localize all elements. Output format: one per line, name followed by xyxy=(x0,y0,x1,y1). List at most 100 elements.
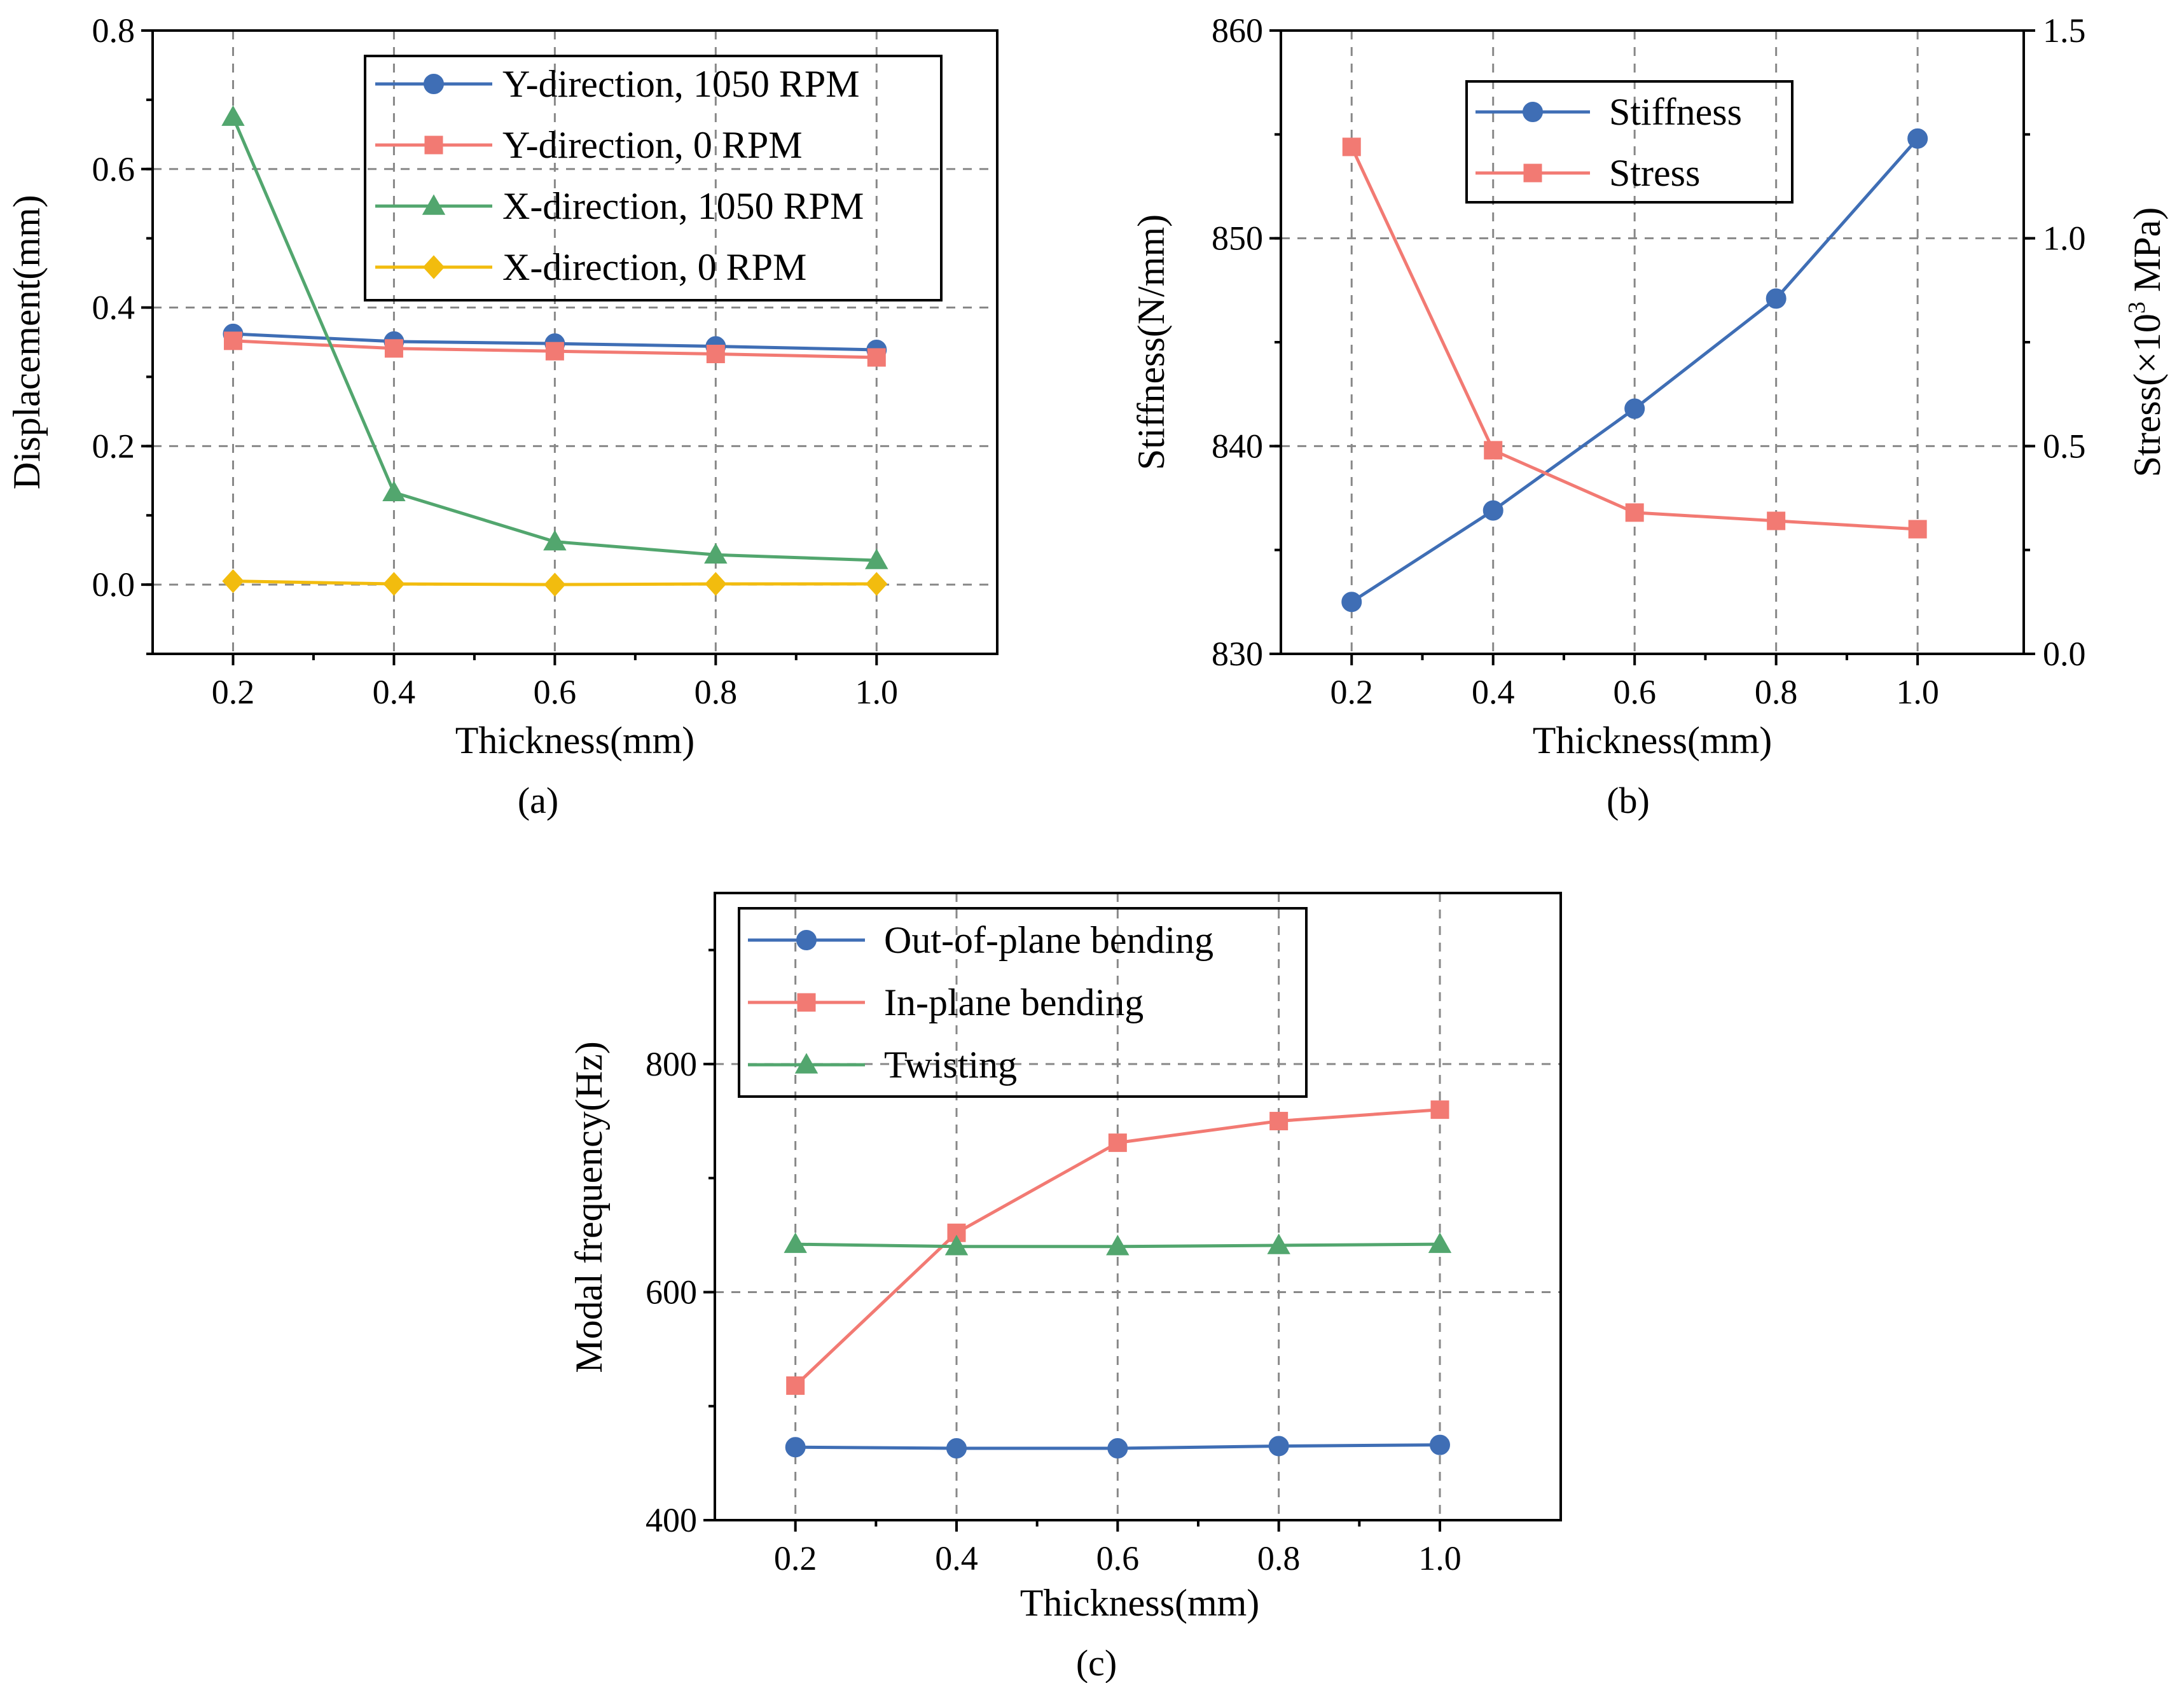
x-tick-label: 0.2 xyxy=(774,1539,817,1577)
y-tick-label: 0.2 xyxy=(92,427,135,465)
series-1 xyxy=(1342,137,1927,539)
data-point xyxy=(1269,1112,1289,1131)
legend-swatch-marker xyxy=(1523,163,1542,183)
legend-swatch-marker xyxy=(422,194,446,215)
y-axis-right-label-sup: 3 xyxy=(2124,301,2150,314)
panel-caption: (a) xyxy=(518,780,558,821)
legend: Out-of-plane bending In-plane bending Twis… xyxy=(738,907,1308,1098)
y-axis-label: Modal frequency(Hz) xyxy=(568,1041,610,1373)
x-tick-label: 0.2 xyxy=(1330,673,1373,711)
series-3 xyxy=(222,569,888,597)
data-point xyxy=(1107,1438,1128,1459)
legend-label: Stiffness xyxy=(1609,91,1742,133)
data-point xyxy=(705,572,727,596)
data-point xyxy=(1766,288,1787,309)
data-point xyxy=(1106,1235,1130,1256)
data-point xyxy=(944,1235,969,1256)
legend-swatch-marker xyxy=(796,930,817,950)
data-point xyxy=(1430,1434,1450,1455)
x-tick-label: 0.8 xyxy=(1755,673,1798,711)
legend-entry: Stiffness xyxy=(1476,91,1742,133)
data-point xyxy=(865,548,888,569)
legend-entry: In-plane bending xyxy=(748,981,1144,1023)
x-tick-label: 0.6 xyxy=(1096,1539,1140,1577)
data-point xyxy=(1624,398,1645,419)
series-2 xyxy=(784,1232,1452,1256)
data-point xyxy=(946,1438,967,1459)
panel-caption: (b) xyxy=(1607,780,1650,821)
data-point xyxy=(383,572,405,596)
plot-frame xyxy=(714,892,1562,1521)
data-point xyxy=(866,572,888,596)
legend-entry: Twisting xyxy=(748,1044,1017,1086)
legend-entry: Y-direction, 0 RPM xyxy=(375,124,803,166)
data-point xyxy=(222,569,244,593)
x-axis-label: Thickness(mm) xyxy=(1020,1582,1260,1624)
y-axis-right-label-main: Stress(×10 xyxy=(2126,314,2168,477)
y-tick-label: 840 xyxy=(1212,427,1263,465)
y-right-tick-label: 1.0 xyxy=(2043,219,2086,258)
x-tick-label: 0.8 xyxy=(1257,1539,1301,1577)
data-point xyxy=(1430,1100,1449,1119)
legend-label: Stress xyxy=(1609,152,1700,194)
x-tick-label: 0.6 xyxy=(534,673,577,711)
legend-box xyxy=(1465,80,1794,204)
x-tick-label: 1.0 xyxy=(855,673,899,711)
panel-b-stiffness-stress-chart: 0.2 0.4 0.6 0.8 1.0 830 840 850 860 0.0 0.5 1.0 1.… xyxy=(1130,11,2168,821)
y-tick-label: 0.0 xyxy=(92,565,135,604)
data-point xyxy=(1428,1232,1452,1253)
y-axis-label: Stiffness(N/mm) xyxy=(1130,214,1172,470)
series-0 xyxy=(1341,128,1928,613)
x-tick-label: 1.0 xyxy=(1418,1539,1462,1577)
y-tick-label: 0.8 xyxy=(92,11,135,50)
x-tick-label: 0.4 xyxy=(935,1539,978,1577)
y-tick-label: 0.6 xyxy=(92,150,135,188)
data-point xyxy=(704,543,728,564)
y-tick-label: 850 xyxy=(1212,219,1263,258)
series-0 xyxy=(785,1434,1450,1459)
legend-entry: Y-direction, 1050 RPM xyxy=(375,63,860,105)
y-tick-label: 400 xyxy=(646,1501,697,1539)
panel-caption: (c) xyxy=(1076,1642,1117,1683)
y-tick-label: 600 xyxy=(646,1273,697,1311)
legend-entry: X-direction, 0 RPM xyxy=(375,246,806,288)
y-tick-label: 830 xyxy=(1212,635,1263,673)
data-point xyxy=(382,480,406,502)
data-point xyxy=(1342,137,1361,156)
x-axis-label: Thickness(mm) xyxy=(1533,719,1773,761)
legend-label: Twisting xyxy=(884,1044,1017,1086)
legend-entry: Stress xyxy=(1476,152,1700,194)
legend-swatch-marker xyxy=(424,74,444,94)
y-right-tick-label: 1.5 xyxy=(2043,11,2086,50)
data-point xyxy=(1341,592,1362,613)
legend-entry: X-direction, 1050 RPM xyxy=(375,185,864,227)
data-point xyxy=(221,105,245,126)
legend: Y-direction, 1050 RPM Y-direction, 0 RPM X… xyxy=(364,55,943,301)
x-tick-label: 0.4 xyxy=(1472,673,1515,711)
x-tick-label: 0.8 xyxy=(695,673,738,711)
data-point xyxy=(223,331,242,350)
legend-swatch-marker xyxy=(424,135,443,155)
y-axis-label: Displacement(mm) xyxy=(6,195,48,489)
data-point xyxy=(1484,441,1503,460)
plot-frame xyxy=(151,29,999,655)
y-right-tick-label: 0.0 xyxy=(2043,635,2086,673)
data-point xyxy=(1108,1133,1127,1153)
legend-label: Out-of-plane bending xyxy=(884,919,1213,961)
data-point xyxy=(1267,1233,1290,1254)
legend-label: In-plane bending xyxy=(884,981,1144,1023)
data-point xyxy=(1907,128,1928,149)
data-point xyxy=(1767,511,1786,530)
y-tick-label: 800 xyxy=(646,1045,697,1083)
legend: Stiffness Stress xyxy=(1465,80,1794,204)
data-point xyxy=(1908,520,1927,539)
x-tick-label: 0.6 xyxy=(1613,673,1656,711)
data-point xyxy=(706,345,725,364)
x-axis-label: Thickness(mm) xyxy=(455,719,695,761)
data-point xyxy=(784,1232,807,1253)
legend-swatch-marker xyxy=(797,993,816,1012)
data-point xyxy=(1268,1436,1289,1457)
x-tick-label: 0.2 xyxy=(212,673,255,711)
data-point xyxy=(545,342,564,361)
series-1 xyxy=(786,1100,1449,1395)
